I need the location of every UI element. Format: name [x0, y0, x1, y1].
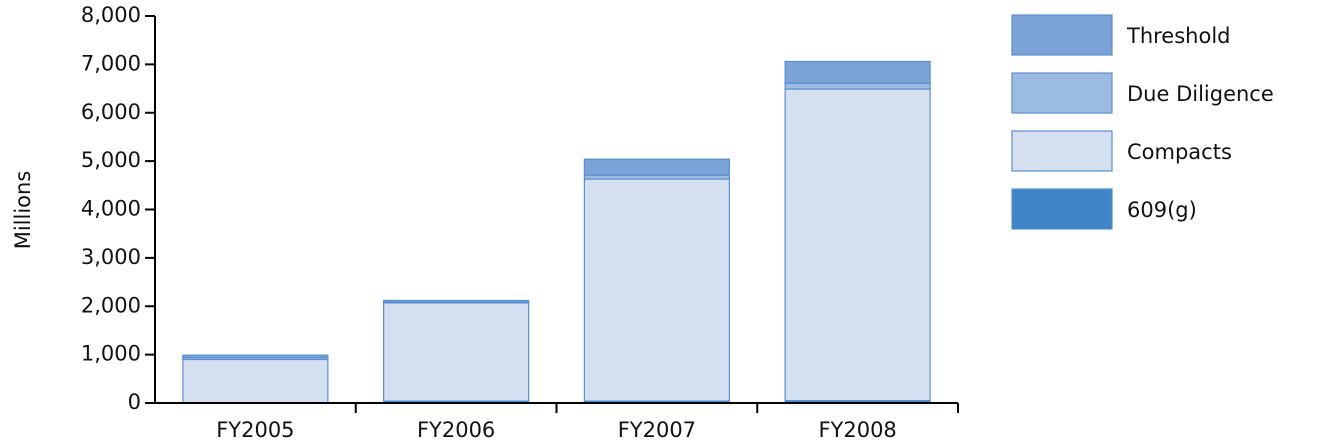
x-tick-label: FY2008 [818, 418, 896, 442]
bar-segment [383, 299, 530, 303]
bar-segment [784, 88, 931, 402]
legend-swatch [1011, 188, 1113, 230]
bar-segment [383, 302, 530, 402]
legend-label: 609(g) [1127, 198, 1197, 222]
legend-label: Due Diligence [1127, 82, 1274, 106]
legend-swatch [1011, 130, 1113, 172]
y-tick-label: 5,000 [81, 148, 141, 172]
bar-segment [784, 82, 931, 90]
legend-label: Compacts [1127, 140, 1232, 164]
y-tick-label: 6,000 [81, 100, 141, 124]
x-tick-label: FY2006 [417, 418, 495, 442]
bar-segment [784, 60, 931, 84]
y-tick-label: 2,000 [81, 293, 141, 317]
y-tick-label: 4,000 [81, 197, 141, 221]
bar-segment [583, 178, 730, 402]
legend-swatch [1011, 14, 1113, 56]
y-tick-label: 8,000 [81, 3, 141, 27]
y-axis-label: Millions [11, 171, 35, 250]
y-tick-label: 3,000 [81, 245, 141, 269]
x-tick-label: FY2005 [216, 418, 294, 442]
bar-segment [182, 354, 329, 359]
legend-label: Threshold [1126, 24, 1231, 48]
y-tick-label: 1,000 [81, 342, 141, 366]
y-tick-label: 0 [128, 390, 141, 414]
bar-segment [583, 158, 730, 176]
legend-swatch [1011, 72, 1113, 114]
x-tick-label: FY2007 [618, 418, 696, 442]
y-tick-label: 7,000 [81, 51, 141, 75]
bar-segment [182, 358, 329, 404]
